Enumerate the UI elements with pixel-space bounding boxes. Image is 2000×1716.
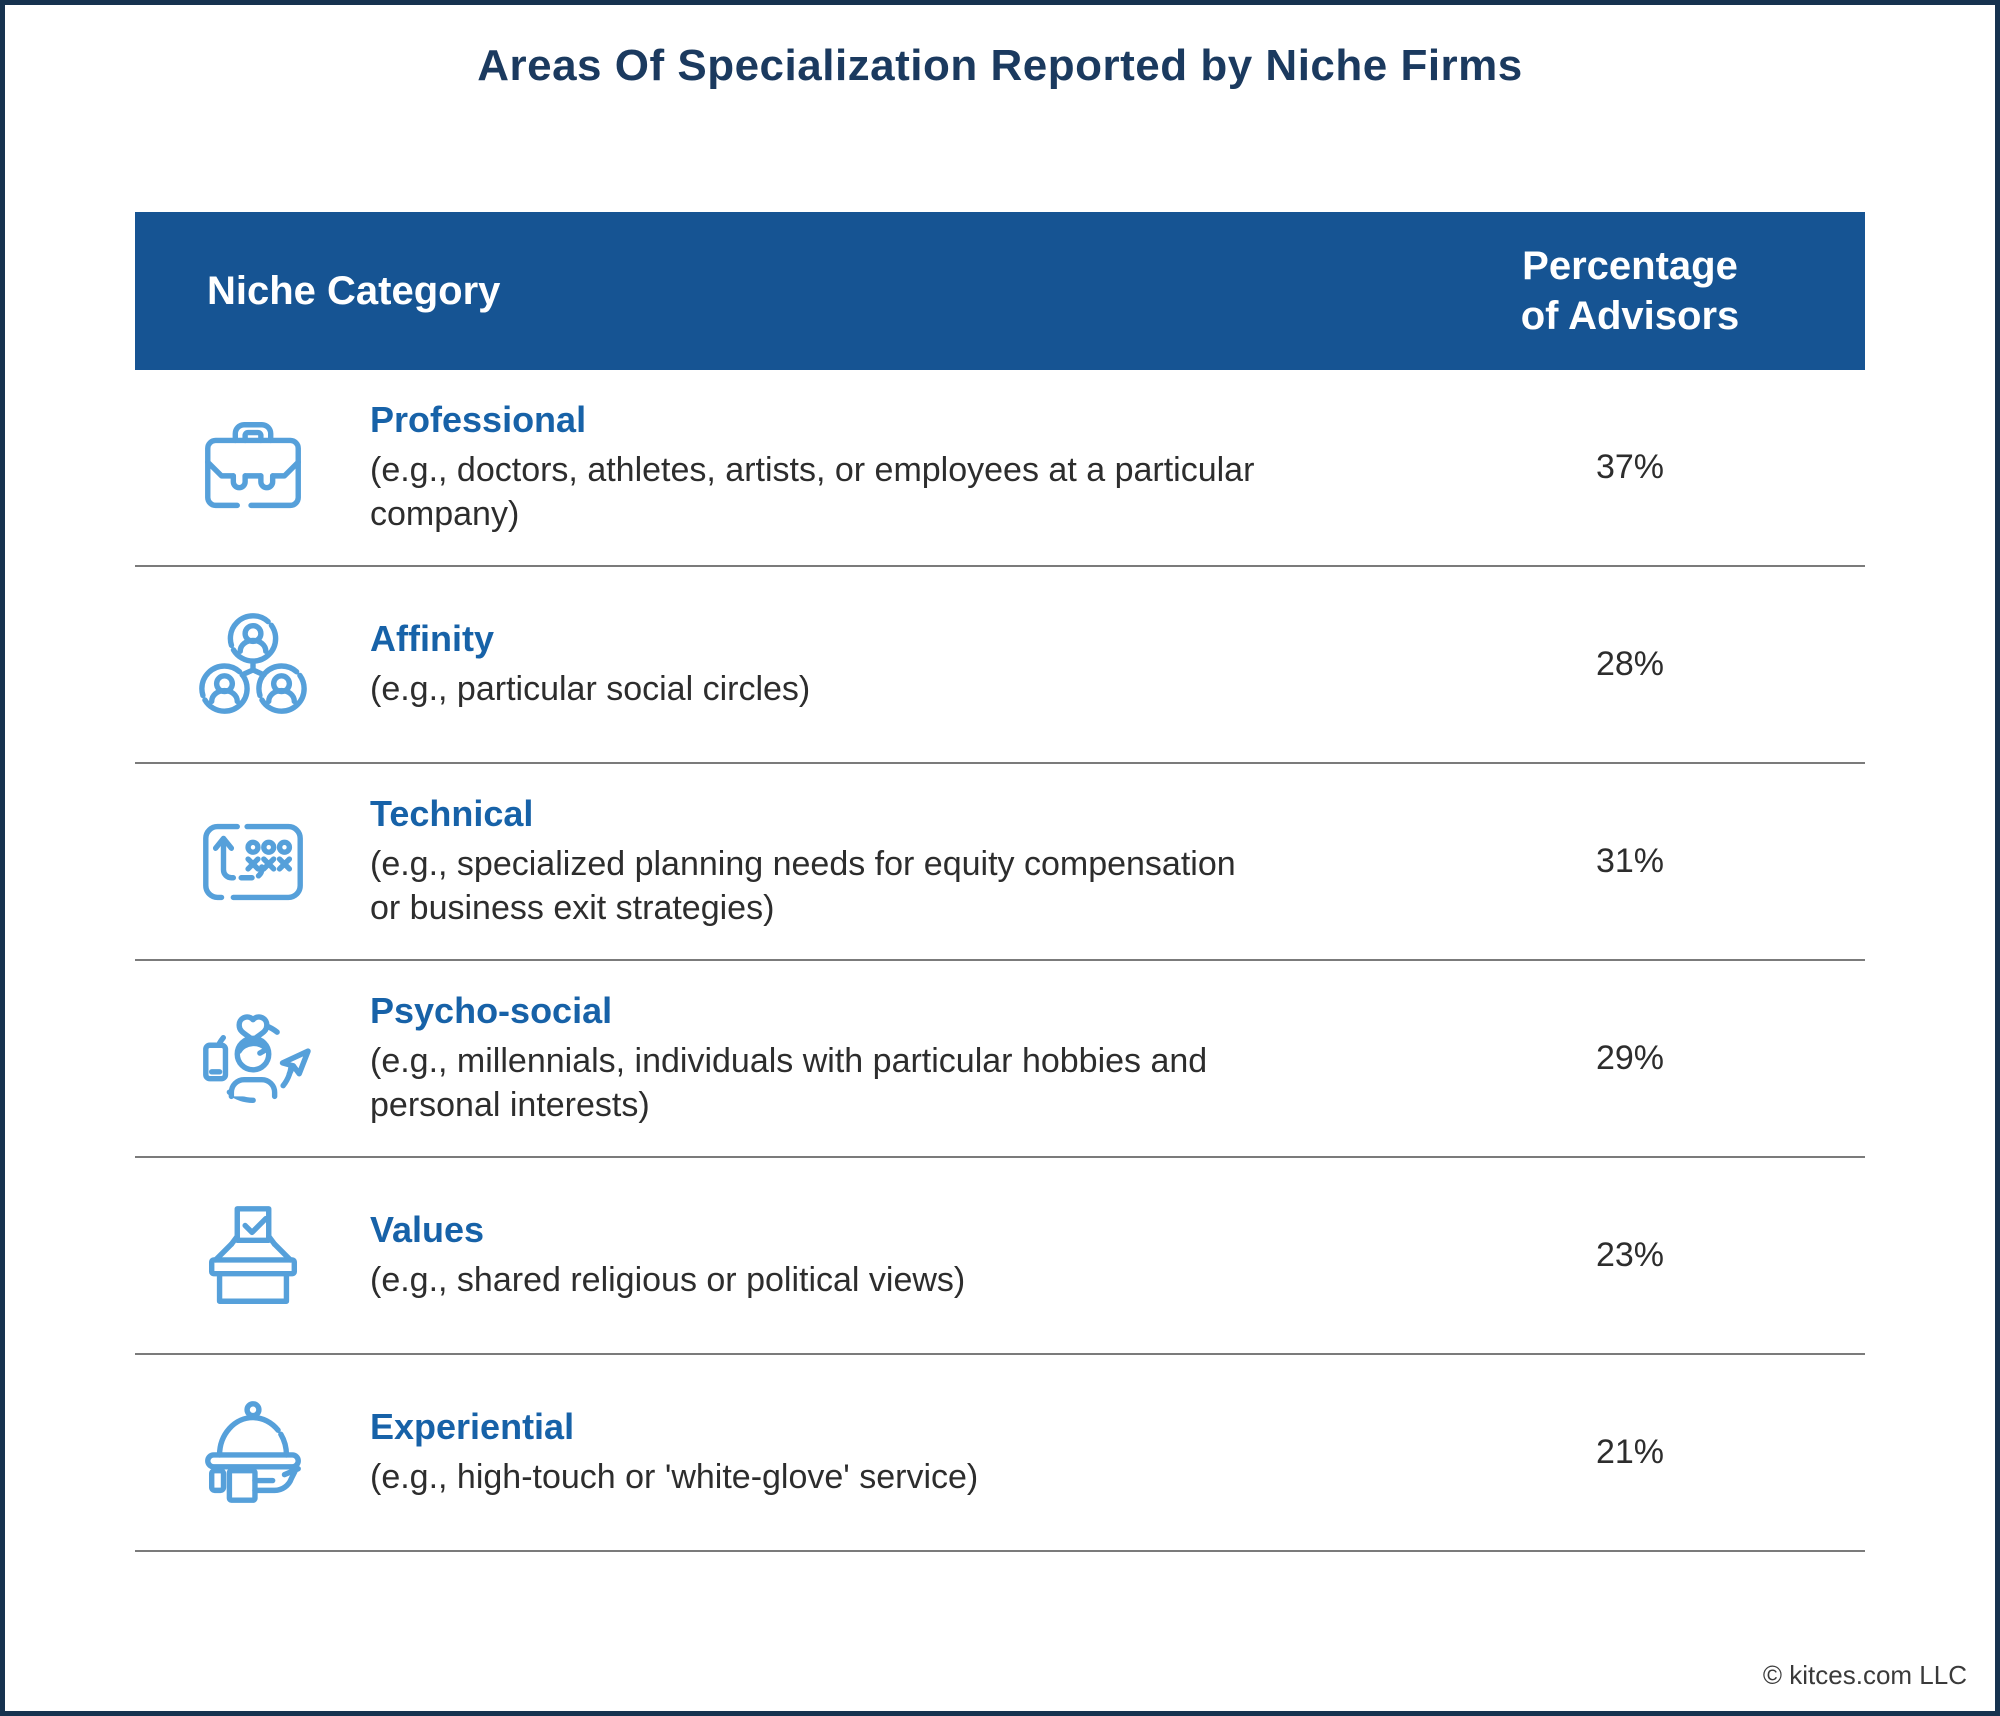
niche-category-name: Values [370,1208,485,1250]
niche-category-name: Professional [370,399,587,441]
table-row: Experiential (e.g., high-touch or 'white… [135,1355,1865,1552]
niche-category-description: (e.g., particular social circles) [370,669,811,708]
niche-category-name: Technical [370,793,534,835]
row-icon-cell [135,1197,370,1315]
row-text-cell: Professional (e.g., doctors, athletes, a… [370,399,1395,535]
row-icon-cell [135,409,370,527]
ballot-box-icon [194,1197,312,1315]
column-header-percentage-of-advisors: Percentage of Advisors [1395,241,1865,341]
row-text-cell: Technical (e.g., specialized planning ne… [370,793,1395,929]
percentage-value: 23% [1595,1236,1665,1274]
percentage-value: 29% [1595,1039,1665,1077]
strategy-plan-icon [194,803,312,921]
niche-category-description: (e.g., specialized planning needs for eq… [370,845,1236,927]
copyright-notice: © kitces.com LLC [1762,1660,1967,1690]
serving-cloche-icon [194,1394,312,1512]
table-row: Affinity (e.g., particular social circle… [135,567,1865,764]
table-row: Professional (e.g., doctors, athletes, a… [135,370,1865,567]
row-text-cell: Psycho-social (e.g., millennials, indivi… [370,990,1395,1126]
person-social-icon [194,1000,312,1118]
niche-category-name: Experiential [370,1405,575,1447]
table-row: Values (e.g., shared religious or politi… [135,1158,1865,1355]
page-title: Areas Of Specialization Reported by Nich… [477,41,1523,90]
niche-category-description: (e.g., doctors, athletes, artists, or em… [370,451,1255,533]
niche-category-description: (e.g., shared religious or political vie… [370,1260,966,1299]
people-network-icon [194,606,312,724]
percentage-value: 28% [1595,645,1665,683]
table-row: Technical (e.g., specialized planning ne… [135,764,1865,961]
percentage-value: 37% [1595,448,1665,486]
table-header: Niche Category Percentage of Advisors [135,212,1865,370]
niche-category-name: Psycho-social [370,990,613,1032]
percentage-header-line1: Percentage [1522,244,1738,288]
niche-category-description: (e.g., millennials, individuals with par… [370,1042,1208,1124]
niche-category-description: (e.g., high-touch or 'white-glove' servi… [370,1457,979,1496]
niche-category-name: Affinity [370,617,494,659]
table-body: Professional (e.g., doctors, athletes, a… [135,370,1865,1552]
row-text-cell: Affinity (e.g., particular social circle… [370,618,1395,711]
percentage-value: 21% [1595,1433,1665,1471]
table-row: Psycho-social (e.g., millennials, indivi… [135,961,1865,1158]
row-icon-cell [135,1394,370,1512]
percentage-header-line2: of Advisors [1520,294,1740,338]
row-icon-cell [135,1000,370,1118]
row-icon-cell [135,606,370,724]
column-header-niche-category: Niche Category [207,268,501,313]
row-text-cell: Values (e.g., shared religious or politi… [370,1209,1395,1302]
percentage-value: 31% [1595,842,1665,880]
row-text-cell: Experiential (e.g., high-touch or 'white… [370,1406,1395,1499]
row-icon-cell [135,803,370,921]
briefcase-icon [194,409,312,527]
